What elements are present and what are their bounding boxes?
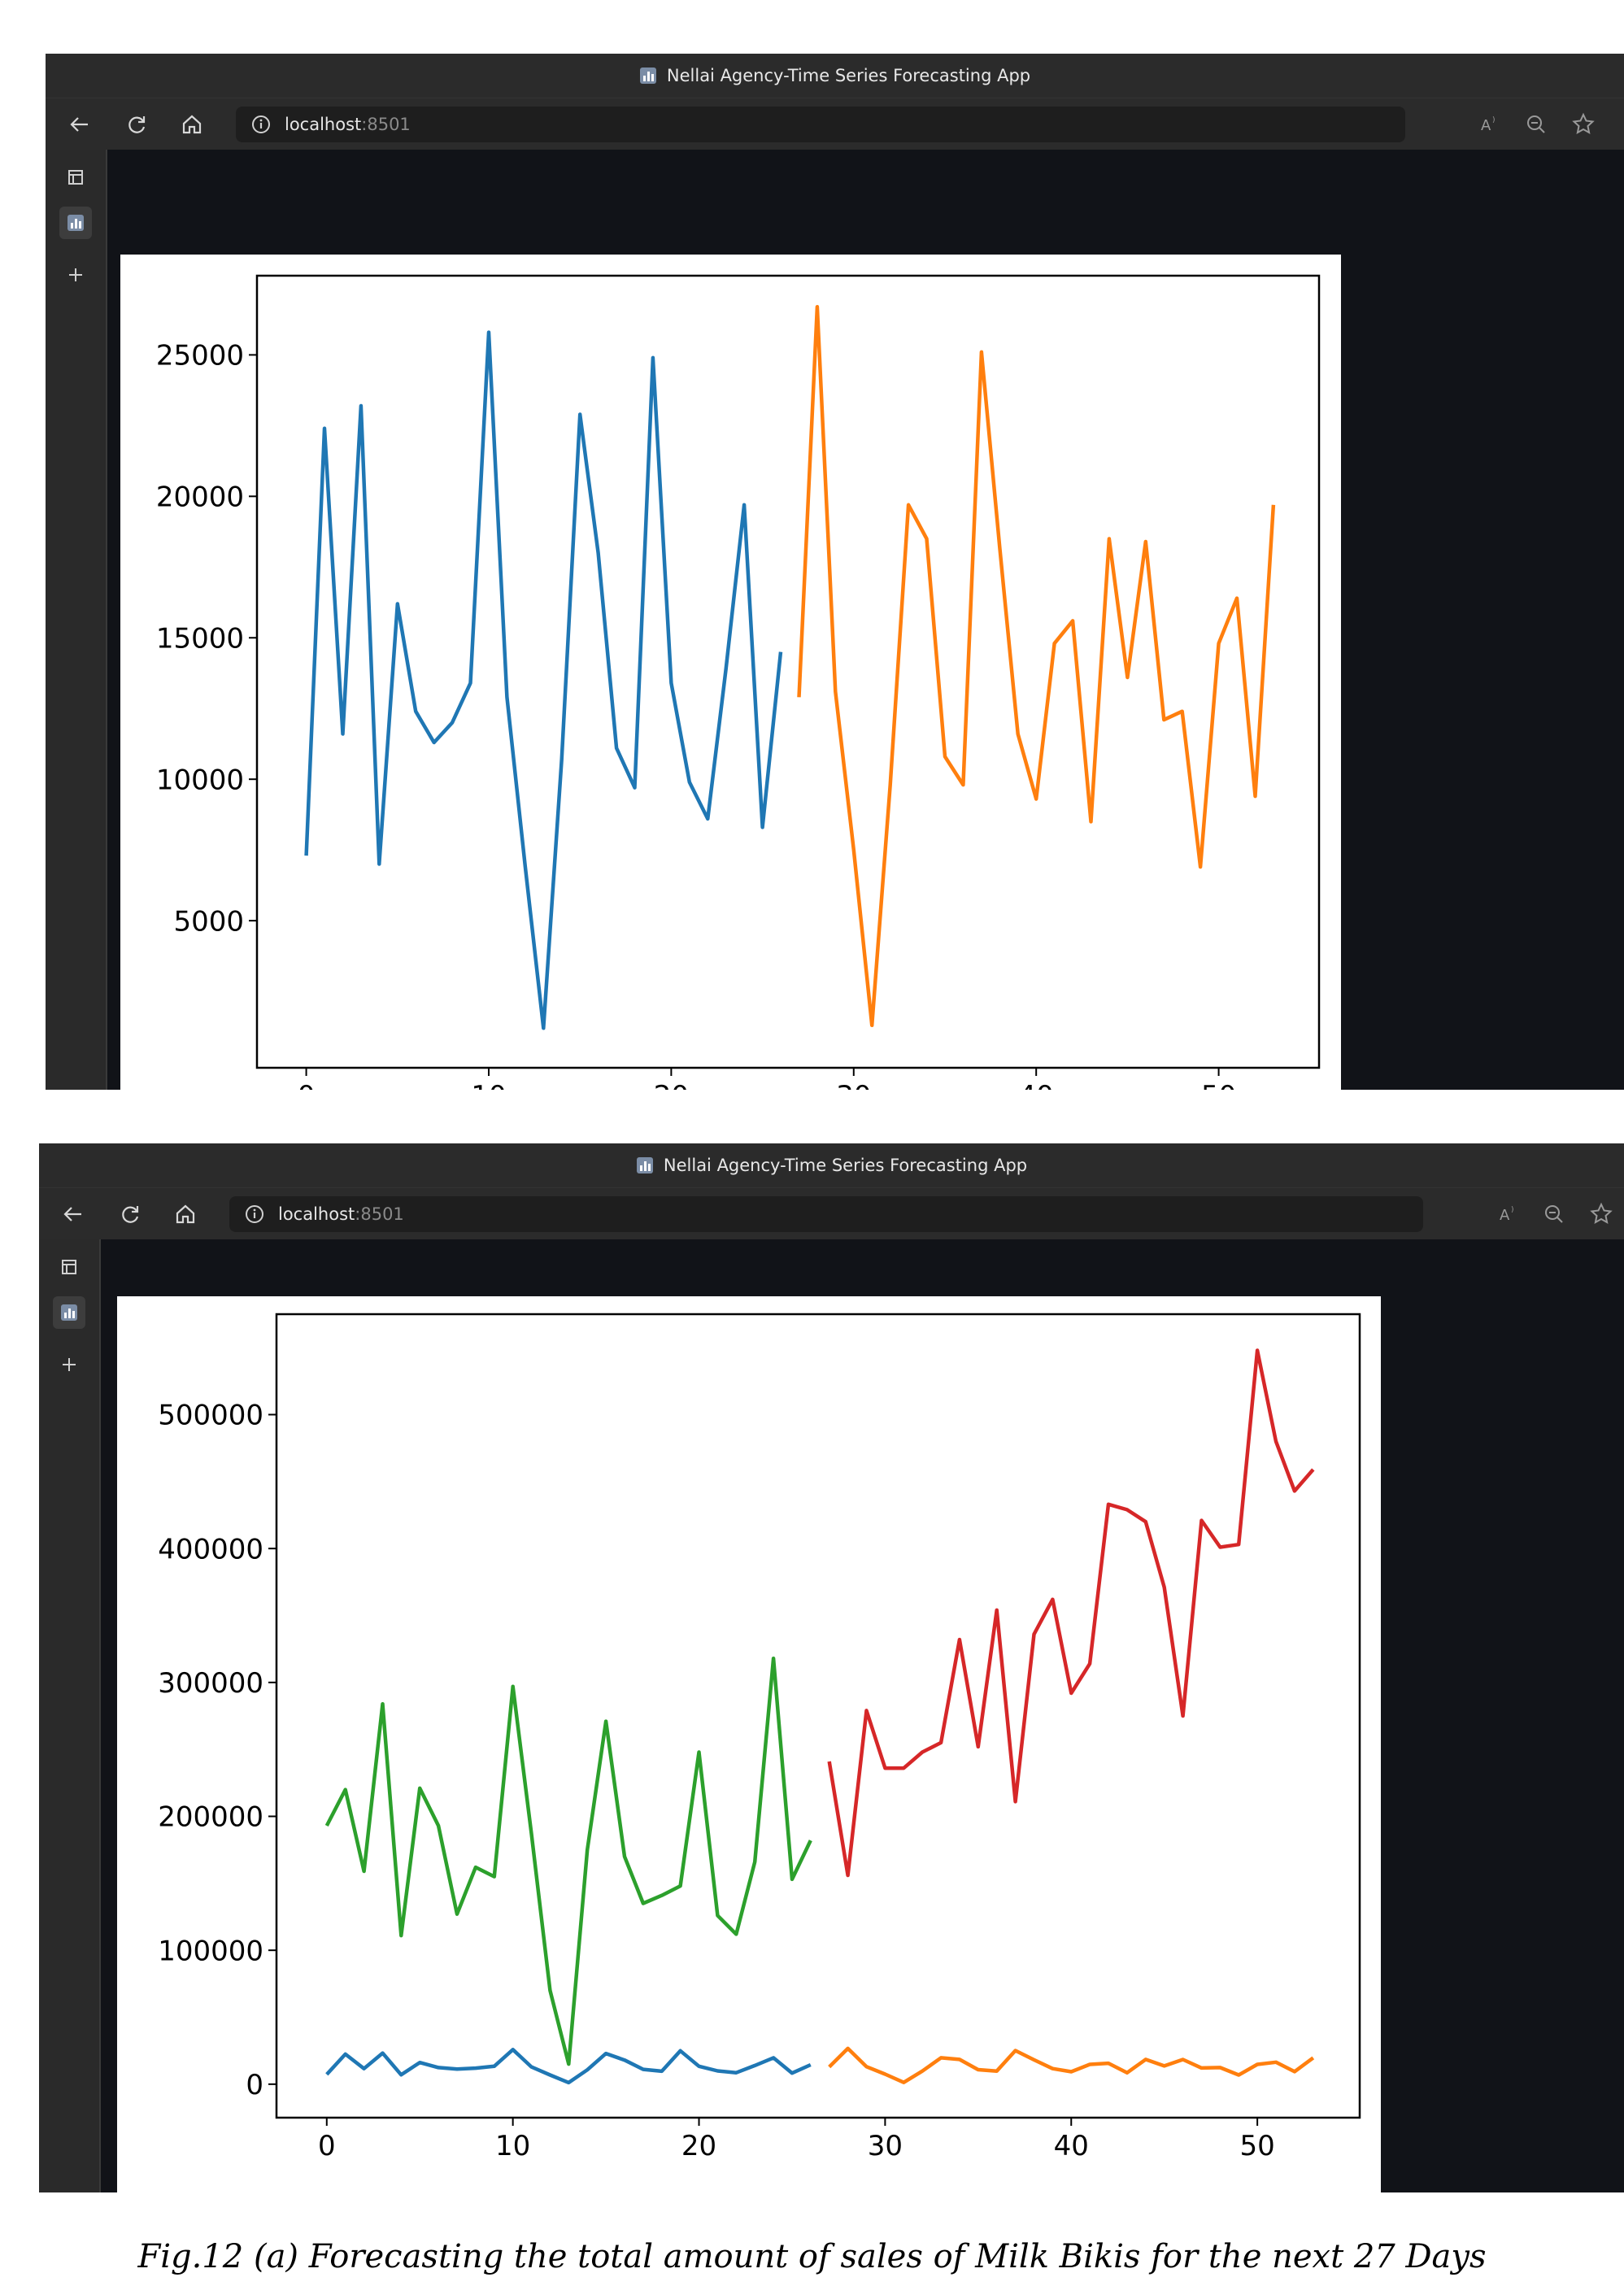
home-icon[interactable]: [176, 108, 208, 141]
y-tick-label: 300000: [158, 1667, 263, 1700]
y-tick-label: 0: [246, 2069, 263, 2101]
y-tick-label: 500000: [158, 1400, 263, 1432]
address-bar[interactable]: localhost:8501: [229, 1196, 1423, 1232]
y-tick-label: 400000: [158, 1533, 263, 1565]
series-line-2: [797, 305, 1276, 1028]
y-tick-label: 200000: [158, 1801, 263, 1834]
x-tick-label: 20: [654, 1080, 689, 1090]
series-line-3: [325, 2048, 812, 2085]
browser-window-2: Nellai Agency-Time Series Forecasting Ap…: [39, 1143, 1624, 2192]
url-host: localhost: [278, 1204, 355, 1224]
back-arrow-icon[interactable]: [57, 1198, 89, 1230]
refresh-icon[interactable]: [120, 108, 153, 141]
x-tick-label: 10: [471, 1080, 506, 1090]
url-port: :8501: [361, 115, 411, 134]
site-info-icon[interactable]: [250, 114, 272, 135]
x-tick-label: 10: [495, 2130, 530, 2162]
figure-caption: Fig.12 (a) Forecasting the total amount …: [137, 2238, 1487, 2275]
y-tick-label: 5000: [173, 905, 244, 938]
refresh-icon[interactable]: [114, 1198, 146, 1230]
app-tab-icon[interactable]: [59, 207, 92, 239]
browser-toolbar: localhost:8501 A): [46, 98, 1624, 150]
title-bar: Nellai Agency-Time Series Forecasting Ap…: [39, 1143, 1624, 1187]
favorites-icon[interactable]: [1587, 1200, 1616, 1229]
axes-frame: [255, 274, 1321, 1069]
svg-text:): ): [1511, 1206, 1514, 1214]
address-bar[interactable]: localhost:8501: [236, 107, 1405, 142]
svg-text:A: A: [1500, 1207, 1510, 1224]
site-info-icon[interactable]: [244, 1204, 265, 1225]
window-title: Nellai Agency-Time Series Forecasting Ap…: [666, 66, 1031, 85]
add-tab-icon[interactable]: [53, 1348, 85, 1381]
x-tick-label: 30: [836, 1080, 871, 1090]
x-tick-label: 20: [681, 2130, 716, 2162]
y-tick-label: 10000: [156, 764, 244, 796]
favorites-icon[interactable]: [1569, 110, 1598, 139]
tabs-icon[interactable]: [59, 161, 92, 194]
browser-sidebar: [46, 150, 107, 1090]
add-tab-icon[interactable]: [59, 259, 92, 291]
x-tick-label: 50: [1239, 2130, 1274, 2162]
browser-sidebar: [39, 1239, 101, 2192]
axes-frame: [275, 1313, 1361, 2119]
x-tick-label: 50: [1201, 1080, 1236, 1090]
back-arrow-icon[interactable]: [63, 108, 96, 141]
figure-panel: 0 10 20 30 40 50 5000 10000 15000 20000 25000: [120, 255, 1341, 1090]
series-line-2: [827, 1348, 1315, 1878]
series-line-1: [324, 1656, 812, 2066]
zoom-out-icon[interactable]: [1522, 110, 1551, 139]
x-tick-label: 30: [868, 2130, 903, 2162]
read-aloud-icon[interactable]: A): [1495, 1200, 1524, 1229]
app-tab-icon[interactable]: [53, 1296, 85, 1329]
x-tick-label: 0: [298, 1080, 316, 1090]
x-tick-label: 0: [318, 2130, 336, 2162]
url-port: :8501: [355, 1204, 404, 1224]
read-aloud-icon[interactable]: A): [1476, 110, 1505, 139]
url-host: localhost: [285, 115, 362, 134]
y-tick-label: 100000: [158, 1935, 263, 1967]
chart-app-icon: [639, 67, 656, 84]
home-icon[interactable]: [169, 1198, 202, 1230]
tabs-icon[interactable]: [53, 1251, 85, 1283]
title-bar: Nellai Agency-Time Series Forecasting Ap…: [46, 54, 1624, 98]
chart-1: 0 10 20 30 40 50 5000 10000 15000 20000 25000: [156, 274, 1321, 1090]
page-content: 0 10 20 30 40 50 0 100000 200000 300000 400000 5000…: [101, 1239, 1624, 2192]
zoom-out-icon[interactable]: [1539, 1200, 1569, 1229]
figure-panel: 0 10 20 30 40 50 0 100000 200000 300000 400000 5000…: [117, 1296, 1381, 2192]
y-tick-label: 25000: [156, 340, 244, 372]
browser-window-1: Nellai Agency-Time Series Forecasting Ap…: [46, 54, 1624, 1090]
y-tick-label: 15000: [156, 622, 244, 655]
y-tick-label: 20000: [156, 481, 244, 514]
window-title: Nellai Agency-Time Series Forecasting Ap…: [663, 1156, 1028, 1175]
series-line-4: [828, 2046, 1315, 2084]
chart-app-icon: [636, 1157, 653, 1173]
browser-toolbar: localhost:8501 A): [39, 1187, 1624, 1240]
x-tick-label: 40: [1054, 2130, 1089, 2162]
series-line-1: [304, 330, 783, 1030]
page-content: 0 10 20 30 40 50 5000 10000 15000 20000 25000: [107, 150, 1624, 1090]
svg-text:): ): [1492, 116, 1496, 124]
chart-2: 0 10 20 30 40 50 0 100000 200000 300000 400000 5000…: [158, 1313, 1361, 2162]
svg-text:A: A: [1481, 117, 1491, 134]
x-tick-label: 40: [1019, 1080, 1054, 1090]
